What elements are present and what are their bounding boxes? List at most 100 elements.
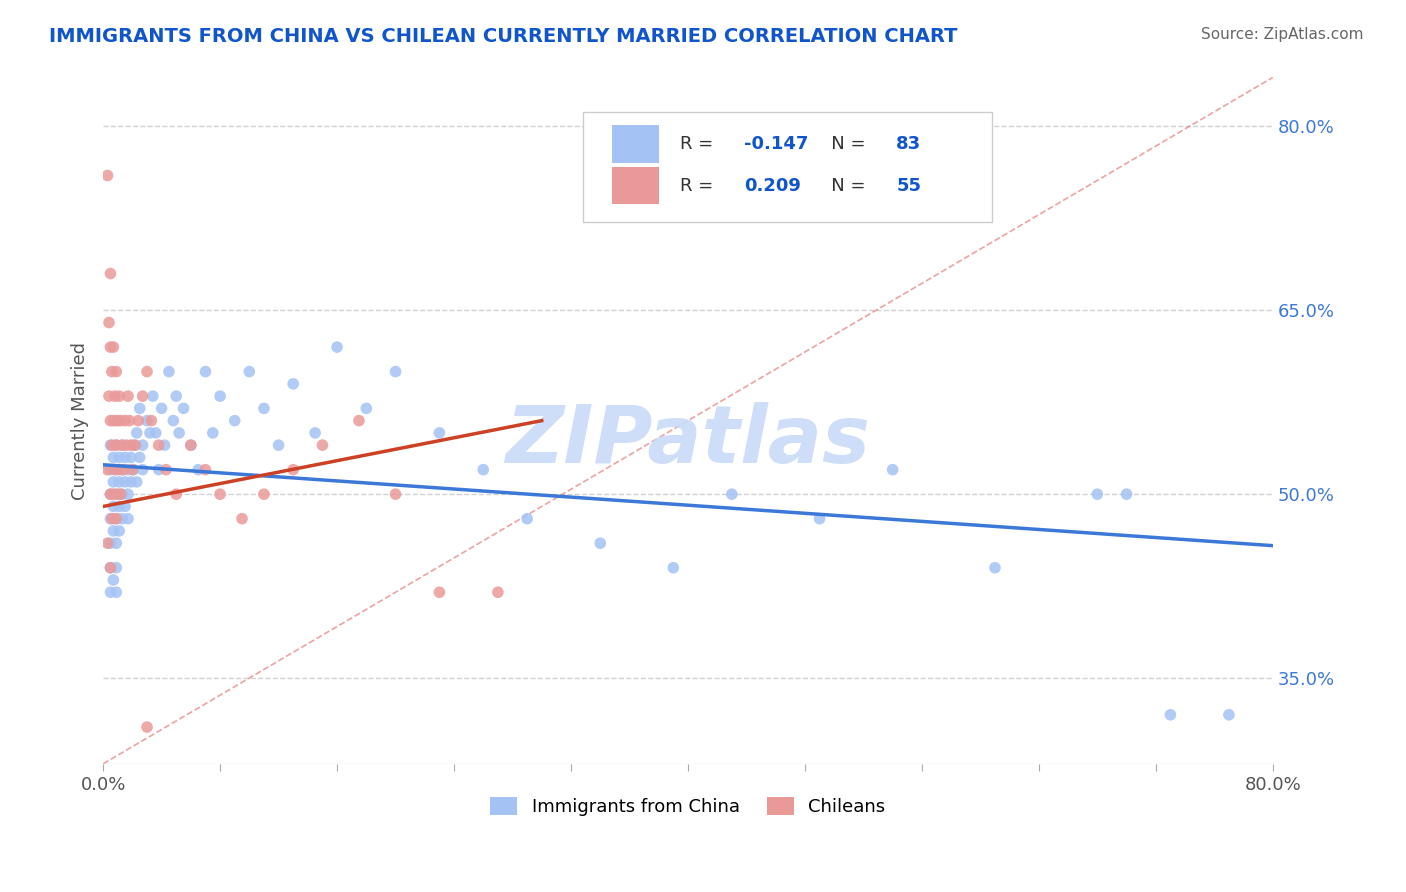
Point <box>148 438 170 452</box>
Point <box>238 365 260 379</box>
Point <box>100 511 122 525</box>
Point <box>429 585 451 599</box>
Point <box>984 560 1007 574</box>
Point <box>103 414 125 428</box>
Point <box>384 487 406 501</box>
Point <box>167 425 190 440</box>
Point <box>1085 487 1108 501</box>
Point <box>114 500 136 514</box>
Point <box>103 500 125 514</box>
Point <box>100 463 122 477</box>
Point <box>127 414 149 428</box>
Point <box>100 560 122 574</box>
Point <box>96 463 118 477</box>
Point <box>104 463 127 477</box>
Point <box>111 438 134 452</box>
Point <box>136 720 159 734</box>
Point <box>131 463 153 477</box>
Point <box>231 511 253 525</box>
Point <box>103 340 125 354</box>
Point <box>103 524 125 538</box>
Point <box>105 463 128 477</box>
Point <box>253 487 276 501</box>
Point <box>107 414 129 428</box>
Point <box>117 487 139 501</box>
Point <box>103 573 125 587</box>
Point <box>111 438 134 452</box>
Point <box>128 450 150 465</box>
Point <box>224 414 246 428</box>
Point <box>136 414 159 428</box>
Point <box>128 401 150 416</box>
Text: IMMIGRANTS FROM CHINA VS CHILEAN CURRENTLY MARRIED CORRELATION CHART: IMMIGRANTS FROM CHINA VS CHILEAN CURRENT… <box>49 27 957 45</box>
Point <box>356 401 378 416</box>
Point <box>118 414 141 428</box>
Point <box>120 450 142 465</box>
Point <box>122 438 145 452</box>
Point <box>100 536 122 550</box>
Point <box>114 475 136 489</box>
Point <box>100 438 122 452</box>
Text: R =: R = <box>679 177 718 194</box>
Point <box>100 487 122 501</box>
Point <box>209 487 232 501</box>
Point <box>124 438 146 452</box>
Point <box>145 425 167 440</box>
Point <box>108 500 131 514</box>
Point <box>1159 707 1181 722</box>
Point <box>136 365 159 379</box>
Point <box>111 511 134 525</box>
Point <box>347 414 370 428</box>
Bar <box>612 126 658 163</box>
Point <box>103 475 125 489</box>
Point <box>139 425 162 440</box>
Bar <box>612 167 658 204</box>
Point <box>662 560 685 574</box>
Point <box>1218 707 1240 722</box>
Point <box>122 463 145 477</box>
Point <box>110 414 132 428</box>
Point <box>105 536 128 550</box>
Point <box>121 463 143 477</box>
Point <box>110 487 132 501</box>
Point <box>120 475 142 489</box>
Point <box>1115 487 1137 501</box>
FancyBboxPatch shape <box>582 112 993 221</box>
Point <box>125 475 148 489</box>
Point <box>142 389 165 403</box>
Point <box>131 438 153 452</box>
Point <box>108 450 131 465</box>
Point <box>141 414 163 428</box>
Point <box>165 389 187 403</box>
Point <box>253 401 276 416</box>
Point <box>117 389 139 403</box>
Text: -0.147: -0.147 <box>744 136 808 153</box>
Point <box>162 414 184 428</box>
Point <box>98 389 121 403</box>
Legend: Immigrants from China, Chileans: Immigrants from China, Chileans <box>484 789 893 823</box>
Point <box>201 425 224 440</box>
Point <box>103 487 125 501</box>
Point <box>105 511 128 525</box>
Point <box>165 487 187 501</box>
Point <box>117 463 139 477</box>
Point <box>105 487 128 501</box>
Point <box>105 438 128 452</box>
Point <box>100 560 122 574</box>
Point <box>117 511 139 525</box>
Point <box>107 487 129 501</box>
Point <box>114 414 136 428</box>
Point <box>112 463 135 477</box>
Point <box>108 475 131 489</box>
Point <box>105 438 128 452</box>
Point <box>304 425 326 440</box>
Point <box>114 450 136 465</box>
Point <box>267 438 290 452</box>
Y-axis label: Currently Married: Currently Married <box>72 342 89 500</box>
Point <box>283 376 305 391</box>
Text: N =: N = <box>814 136 872 153</box>
Point <box>882 463 904 477</box>
Text: ZIPatlas: ZIPatlas <box>505 402 870 480</box>
Point <box>120 438 142 452</box>
Point <box>100 267 122 281</box>
